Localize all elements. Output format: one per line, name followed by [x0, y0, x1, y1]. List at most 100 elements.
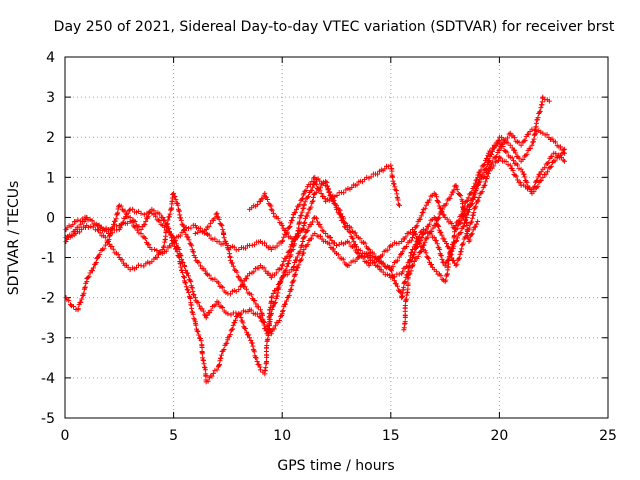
data-point — [302, 215, 308, 221]
data-point — [459, 216, 465, 222]
data-point — [433, 220, 439, 226]
data-point — [398, 252, 404, 258]
data-point — [474, 221, 480, 227]
data-point — [225, 311, 231, 317]
data-point — [305, 193, 311, 199]
data-point — [97, 230, 103, 236]
data-point — [425, 255, 431, 261]
data-point — [182, 264, 188, 270]
data-point — [450, 189, 456, 195]
data-point — [552, 139, 558, 145]
data-point — [483, 165, 489, 171]
data-point — [144, 210, 150, 216]
data-point — [351, 244, 357, 250]
y-axis-label: SDTVAR / TECUs — [6, 181, 22, 296]
data-point — [286, 258, 292, 264]
data-point — [535, 183, 541, 189]
data-point — [475, 197, 481, 203]
data-point — [277, 279, 283, 285]
data-point — [524, 151, 530, 157]
data-point — [526, 131, 532, 137]
data-point — [285, 260, 291, 266]
data-point — [482, 182, 488, 188]
data-point — [393, 188, 399, 194]
data-point — [469, 215, 475, 221]
data-point — [491, 163, 497, 169]
data-point — [278, 265, 284, 271]
data-point — [98, 225, 104, 231]
data-point — [89, 218, 95, 224]
data-point — [247, 335, 253, 341]
data-point — [428, 261, 434, 267]
data-point — [186, 237, 192, 243]
data-point — [355, 251, 361, 257]
data-point — [69, 232, 75, 238]
chart-title: Day 250 of 2021, Sidereal Day-to-day VTE… — [54, 19, 615, 35]
data-point — [118, 203, 124, 209]
data-point — [111, 221, 117, 227]
data-point — [480, 171, 486, 177]
data-point — [288, 287, 294, 293]
data-point — [76, 224, 82, 230]
data-point — [146, 209, 152, 215]
data-point — [449, 245, 455, 251]
data-point — [326, 186, 332, 192]
data-point — [280, 273, 286, 279]
data-point — [334, 243, 339, 249]
data-point — [202, 312, 208, 318]
data-point — [78, 299, 84, 305]
data-point — [510, 158, 516, 164]
data-point — [357, 236, 363, 242]
data-point — [295, 265, 301, 271]
data-point — [239, 281, 245, 287]
y-tick-label: 1 — [46, 170, 55, 186]
data-point — [399, 295, 405, 301]
data-point — [408, 238, 414, 244]
data-point — [443, 277, 449, 283]
data-point — [326, 189, 332, 195]
data-point — [349, 184, 355, 190]
data-point — [185, 270, 191, 276]
data-point — [472, 194, 478, 200]
data-point — [523, 134, 529, 140]
data-point — [301, 226, 307, 232]
data-point — [283, 298, 289, 304]
data-point — [225, 246, 231, 252]
data-point — [114, 227, 120, 233]
data-point — [157, 211, 163, 217]
data-point — [102, 234, 108, 240]
data-point — [257, 307, 263, 313]
x-tick-label: 15 — [382, 428, 400, 444]
data-point — [561, 147, 567, 153]
data-point — [392, 186, 398, 192]
data-point — [310, 198, 316, 204]
data-point — [318, 224, 324, 230]
data-point — [186, 290, 192, 296]
data-point — [228, 257, 234, 263]
data-point — [306, 224, 312, 230]
data-point — [180, 222, 186, 228]
data-point — [185, 273, 191, 279]
data-point — [375, 171, 381, 177]
x-tick-label: 5 — [169, 428, 178, 444]
data-point — [317, 187, 323, 193]
data-point — [233, 310, 239, 316]
data-point — [280, 225, 286, 231]
data-point — [275, 216, 281, 222]
data-point — [154, 255, 160, 261]
data-point — [195, 328, 201, 334]
data-point — [468, 219, 474, 225]
data-point — [220, 284, 226, 290]
data-point — [396, 240, 402, 246]
data-point — [521, 171, 527, 177]
data-point — [380, 269, 386, 275]
data-point — [507, 130, 513, 136]
data-point — [66, 298, 72, 304]
data-point — [257, 367, 263, 373]
data-point — [309, 199, 315, 205]
data-point — [395, 258, 401, 264]
data-point — [448, 192, 454, 198]
data-point — [456, 255, 462, 261]
data-point — [298, 212, 304, 218]
data-point — [241, 308, 247, 314]
